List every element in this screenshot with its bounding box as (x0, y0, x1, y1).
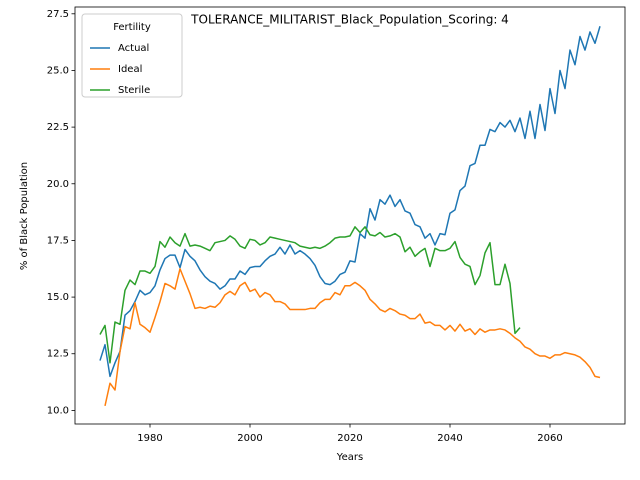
x-tick-label: 2040 (437, 433, 462, 444)
legend-label: Sterile (118, 85, 150, 96)
x-tick-label: 2060 (537, 433, 562, 444)
y-tick-label: 15.0 (47, 292, 69, 303)
legend-title: Fertility (113, 22, 151, 33)
x-tick-label: 2020 (337, 433, 362, 444)
x-axis-label: Years (336, 452, 363, 463)
y-axis-label: % of Black Population (19, 162, 30, 270)
y-tick-label: 25.0 (47, 65, 69, 76)
y-tick-label: 12.5 (47, 349, 69, 360)
y-tick-label: 27.5 (47, 9, 69, 20)
legend-label: Actual (118, 43, 149, 54)
line-series (99, 226, 521, 364)
legend-box (81, 13, 183, 98)
chart-title: TOLERANCE_MILITARIST_Black_Population_Sc… (190, 13, 509, 27)
y-tick-label: 20.0 (47, 179, 69, 190)
line-series (104, 268, 601, 407)
x-tick-label: 2000 (237, 433, 262, 444)
y-tick-label: 10.0 (47, 405, 69, 416)
legend-label: Ideal (118, 64, 142, 75)
axes-frame (74, 6, 626, 425)
y-tick-label: 22.5 (47, 122, 69, 133)
y-tick-label: 17.5 (47, 235, 69, 246)
x-tick-label: 1980 (137, 433, 162, 444)
line-series (99, 26, 601, 378)
